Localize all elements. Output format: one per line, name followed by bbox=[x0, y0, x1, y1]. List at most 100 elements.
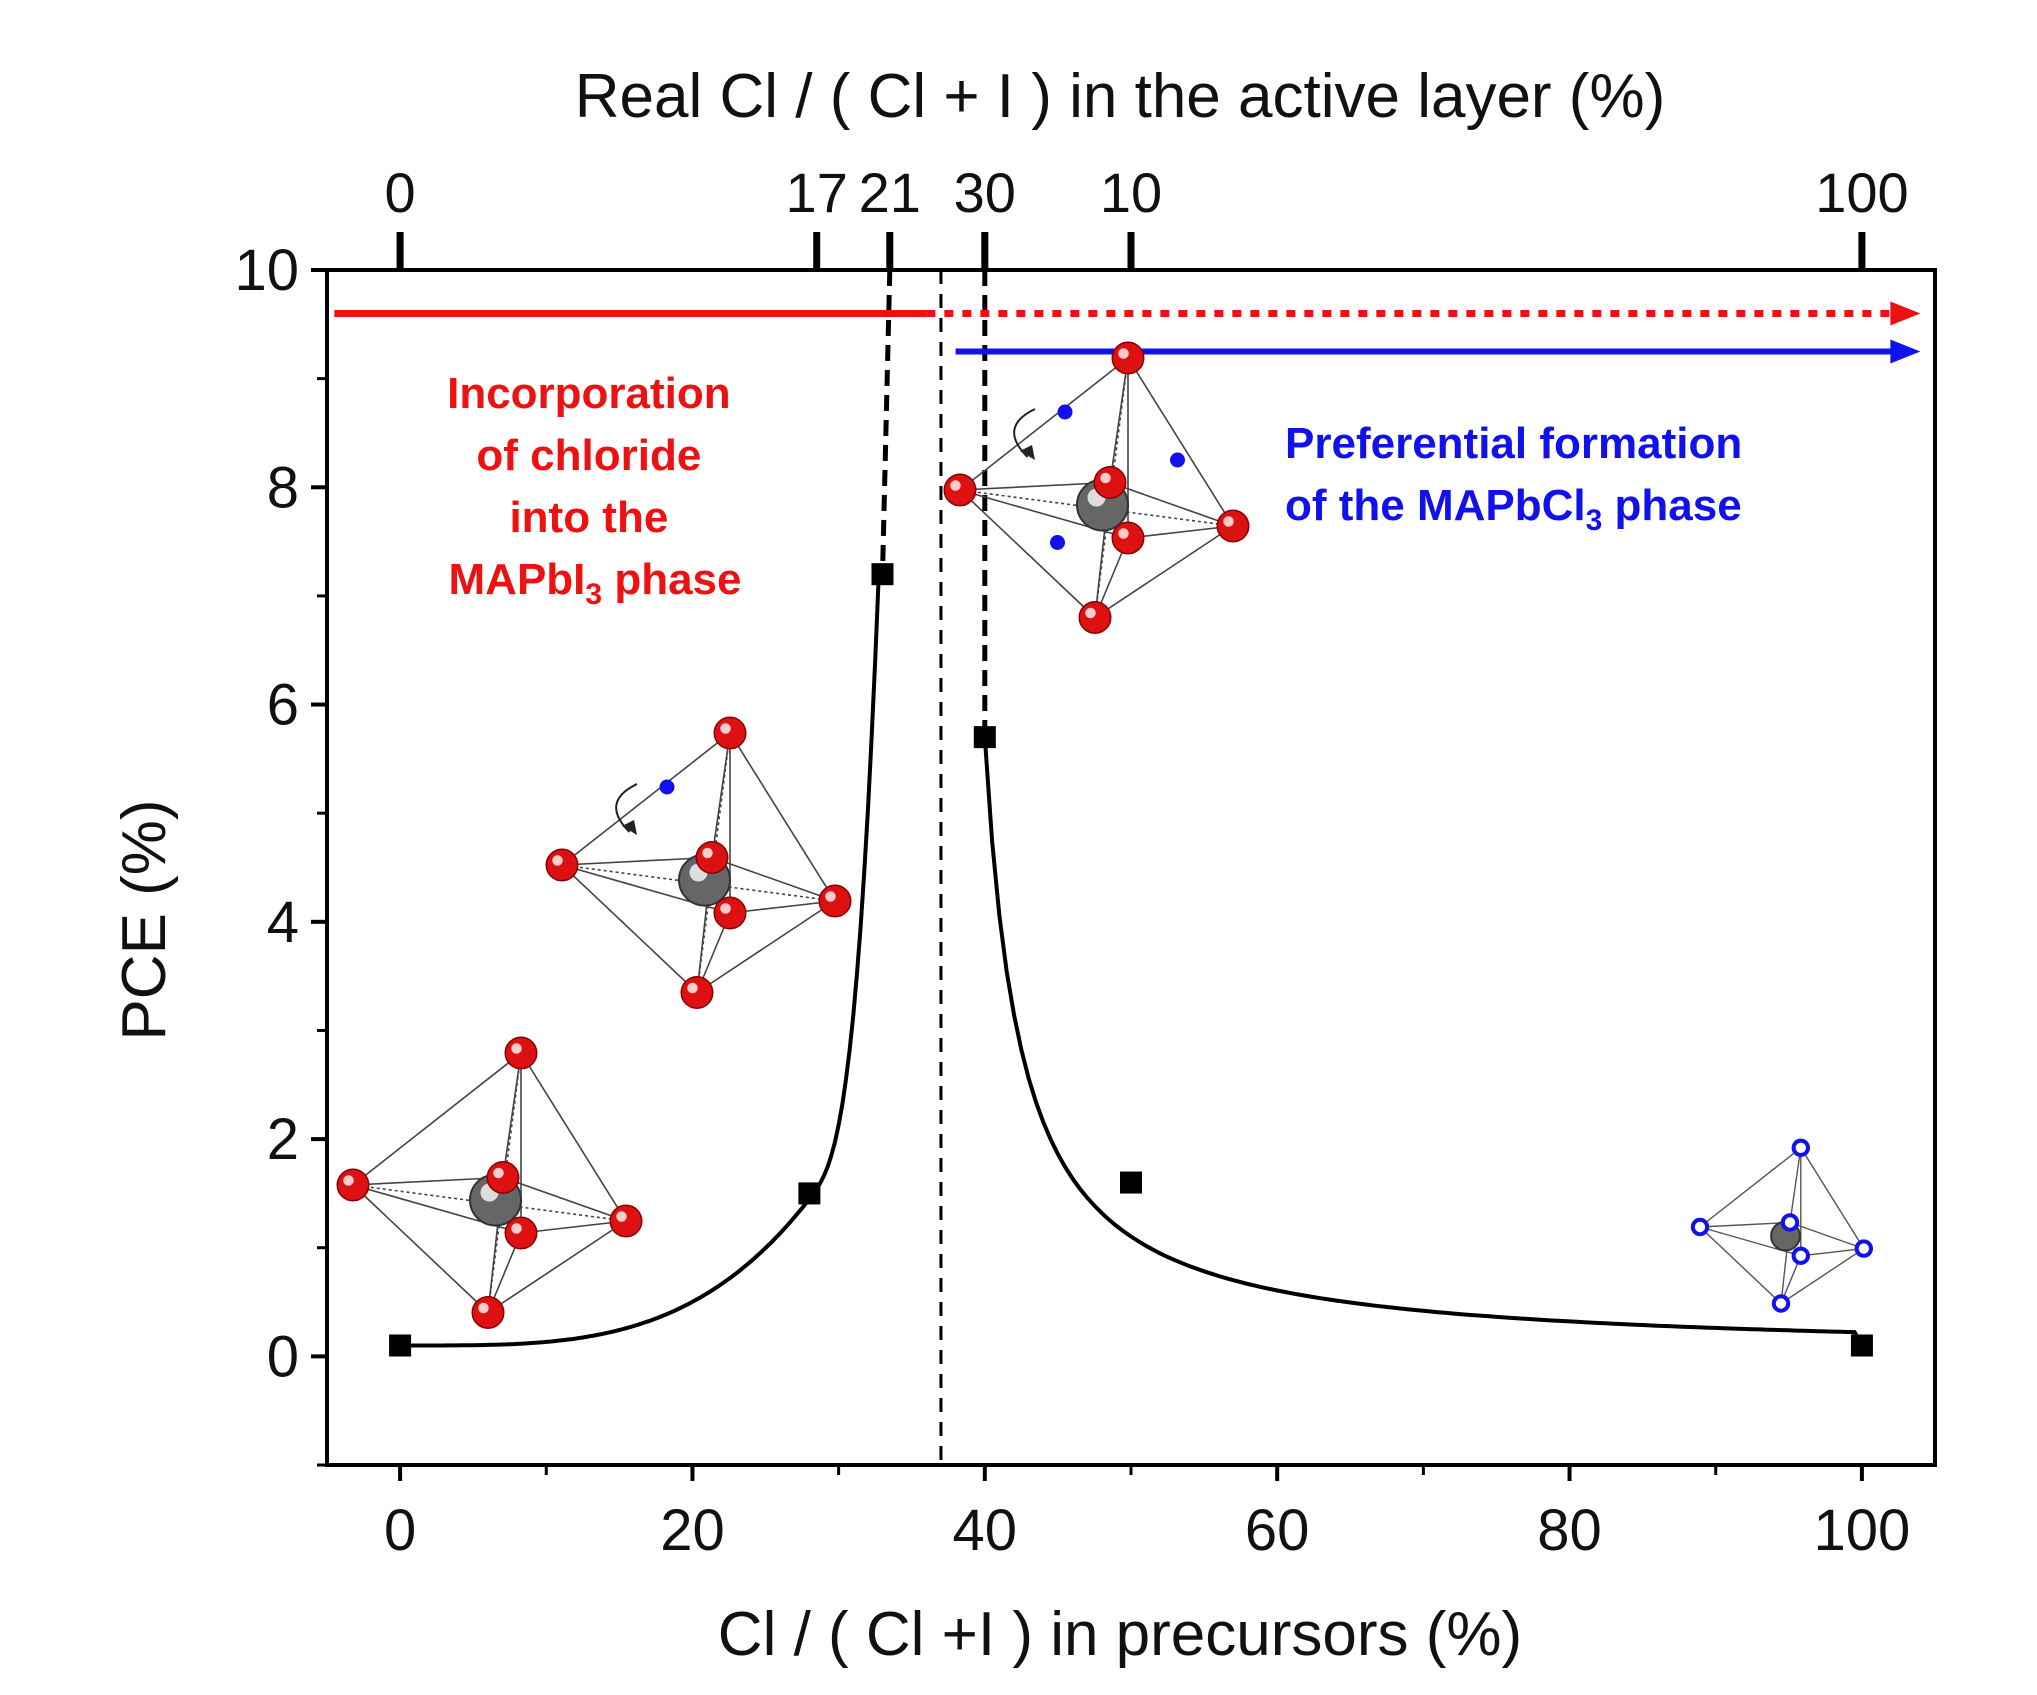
x-tick-label: 60 bbox=[1245, 1498, 1310, 1563]
halide-atom bbox=[680, 976, 714, 1009]
top-tick-label: 0 bbox=[385, 161, 416, 224]
x-axis: 0 20 40 60 80 100 bbox=[384, 1465, 1910, 1563]
halide-atom bbox=[943, 473, 977, 507]
top-x-axis: 0 17 21 30 10 100 bbox=[385, 161, 1909, 270]
y-tick-label: 6 bbox=[267, 673, 299, 738]
top-tick-label: 100 bbox=[1815, 161, 1908, 224]
x-tick-label: 0 bbox=[384, 1498, 416, 1563]
chloride-atom bbox=[1854, 1239, 1874, 1258]
halide-atom bbox=[545, 848, 579, 882]
octahedron-edge bbox=[561, 732, 731, 866]
octahedron-edge bbox=[1127, 357, 1234, 527]
halide-atom bbox=[713, 716, 747, 750]
octahedron-edge bbox=[711, 856, 836, 902]
halide-atom-highlight bbox=[1118, 348, 1129, 359]
octahedron-edge bbox=[487, 1052, 522, 1313]
red-arrow-head bbox=[1890, 301, 1921, 326]
top-tick-label: 21 bbox=[859, 161, 921, 224]
octahedron-edge bbox=[352, 1184, 489, 1314]
y-tick-label: 10 bbox=[234, 238, 299, 303]
halide-atom bbox=[504, 1216, 538, 1250]
octahedron-edge bbox=[1109, 481, 1234, 527]
halide-atom bbox=[713, 896, 747, 930]
chloride-atom bbox=[659, 779, 675, 795]
halide-atom bbox=[818, 884, 852, 918]
x-tick-label: 100 bbox=[1814, 1498, 1911, 1563]
top-axis-title: Real Cl / ( Cl + I ) in the active layer… bbox=[575, 62, 1665, 131]
octahedron-edge bbox=[1789, 1147, 1802, 1223]
y-tick-label: 0 bbox=[267, 1324, 299, 1389]
y-tick-label: 4 bbox=[267, 890, 299, 955]
halide-atom bbox=[1216, 509, 1250, 543]
y-tick-label: 2 bbox=[267, 1107, 299, 1172]
octahedron-edge bbox=[959, 481, 1111, 491]
octahedron-edge bbox=[959, 489, 1096, 619]
halide-atom bbox=[486, 1161, 520, 1194]
octahedron-edge bbox=[1699, 1226, 1782, 1305]
octahedron-edge bbox=[1699, 1221, 1791, 1228]
octahedron-substituting bbox=[545, 716, 852, 1009]
octahedron-edge bbox=[1800, 1247, 1864, 1257]
halide-atom bbox=[695, 841, 729, 874]
halide-atom bbox=[1111, 521, 1145, 555]
halide-atom-highlight bbox=[552, 855, 563, 866]
octahedron-edge bbox=[959, 489, 1234, 527]
octahedron-edge bbox=[1094, 357, 1129, 618]
y-axis: 0 2 4 6 8 10 bbox=[234, 238, 327, 1467]
blue-arrow-head bbox=[1890, 339, 1921, 364]
halide-atom bbox=[1111, 341, 1145, 375]
octahedron-edge bbox=[352, 1176, 504, 1186]
octahedron-edge bbox=[520, 1220, 627, 1234]
x-tick-label: 20 bbox=[660, 1498, 725, 1563]
connector-21 bbox=[879, 269, 893, 575]
octahedron-mixed bbox=[943, 341, 1250, 634]
top-tick-label: 17 bbox=[786, 161, 848, 224]
halide-atom bbox=[609, 1204, 643, 1238]
data-markers bbox=[389, 563, 1873, 1357]
halide-atom-highlight bbox=[493, 1167, 504, 1179]
halide-atom-highlight bbox=[511, 1223, 522, 1234]
halide-atom-highlight bbox=[1118, 528, 1129, 539]
chloride-atom bbox=[1780, 1213, 1800, 1232]
octahedron-edge bbox=[1699, 1147, 1802, 1228]
y-tick-label: 8 bbox=[267, 455, 299, 520]
chloride-atom bbox=[1791, 1138, 1811, 1158]
data-point bbox=[1120, 1171, 1142, 1194]
data-point bbox=[1850, 1334, 1873, 1357]
octahedron-edge bbox=[1789, 1221, 1865, 1250]
exchange-arrow-head-icon bbox=[1020, 445, 1035, 460]
halide-atom-highlight bbox=[1223, 516, 1234, 527]
chloride-atom bbox=[1050, 535, 1065, 550]
halide-atom-highlight bbox=[343, 1175, 354, 1186]
x-tick-label: 40 bbox=[953, 1498, 1018, 1563]
exchange-arrow-head-icon bbox=[622, 820, 637, 835]
halide-atom bbox=[471, 1296, 505, 1329]
halide-atom bbox=[336, 1168, 370, 1202]
octahedron-edge bbox=[696, 900, 836, 994]
octahedron-edge bbox=[352, 1052, 522, 1186]
octahedron-edge bbox=[1094, 525, 1234, 619]
octahedron-edge bbox=[561, 864, 698, 994]
top-tick-label: 10 bbox=[1100, 161, 1162, 224]
octahedron-edge bbox=[502, 1176, 627, 1222]
x-axis-title: Cl / ( Cl +I ) in precursors (%) bbox=[718, 1600, 1522, 1669]
octahedron-mapbi3 bbox=[336, 1036, 643, 1329]
octahedron-edge bbox=[729, 732, 836, 902]
data-point bbox=[871, 563, 894, 586]
chloride-atom bbox=[1057, 404, 1073, 420]
fit-curve-right bbox=[982, 736, 1864, 1347]
octahedron-edge bbox=[696, 732, 731, 993]
chloride-atom bbox=[1690, 1217, 1710, 1237]
y-axis-title: PCE (%) bbox=[110, 799, 179, 1040]
halide-atom-highlight bbox=[478, 1302, 489, 1314]
chloride-atom bbox=[1771, 1294, 1791, 1313]
octahedron-edge bbox=[520, 1052, 627, 1222]
phase-arrows bbox=[334, 301, 1921, 364]
octahedron-edge bbox=[1780, 1248, 1865, 1305]
halide-atom-highlight bbox=[702, 847, 713, 859]
halide-atom-highlight bbox=[687, 982, 698, 994]
formation-note: Preferential formation of the MAPbCl3 ph… bbox=[1285, 419, 1754, 537]
halide-atom bbox=[1093, 466, 1127, 499]
halide-atom-highlight bbox=[616, 1211, 627, 1222]
